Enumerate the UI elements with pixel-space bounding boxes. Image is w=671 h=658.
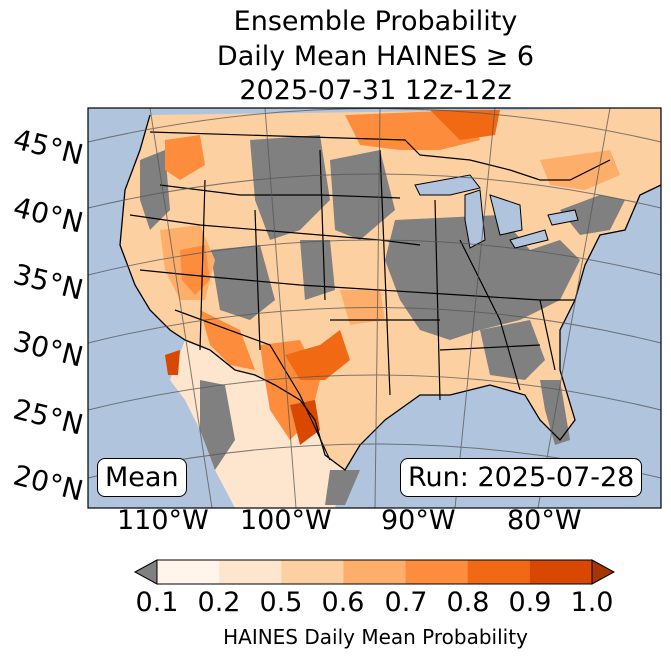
lon-label-100w: 100°W <box>240 505 332 536</box>
great-lakes <box>414 174 579 249</box>
colorbar-bin <box>405 560 469 584</box>
colorbar-bin <box>529 560 593 584</box>
stat-label-box: Mean <box>97 458 187 497</box>
title-line-3: 2025-07-31 12z-12z <box>239 75 512 106</box>
colorbar-tick: 0.1 <box>135 587 179 618</box>
coastline <box>119 114 661 471</box>
lon-label-110w: 110°W <box>117 505 209 536</box>
colorbar-bin <box>157 560 220 584</box>
map-frame <box>87 107 662 509</box>
below-threshold-areas <box>140 135 625 505</box>
colorbar-over-triangle <box>591 559 616 585</box>
colorbar-frame <box>156 559 593 585</box>
title-line-1: Ensemble Probability <box>233 6 518 37</box>
colorbar-tick: 0.8 <box>446 587 490 618</box>
lon-label-80w: 80°W <box>507 505 582 536</box>
colorbar-tick: 0.2 <box>197 587 241 618</box>
lon-label-90w: 90°W <box>381 505 456 536</box>
title-line-2: Daily Mean HAINES ≥ 6 <box>216 41 535 72</box>
colorbar <box>133 559 616 585</box>
colorbar-bin <box>467 560 531 584</box>
colorbar-tick: 0.7 <box>384 587 428 618</box>
colorbar-under-triangle <box>133 559 158 585</box>
colorbar-tick: 0.5 <box>259 587 303 618</box>
colorbar-tick: 0.6 <box>321 587 365 618</box>
colorbar-bin <box>219 560 282 584</box>
colorbar-label: HAINES Daily Mean Probability <box>223 625 528 649</box>
colorbar-tick: 0.9 <box>508 587 552 618</box>
colorbar-bin <box>343 560 407 584</box>
colorbar-tick: 1.0 <box>570 587 614 618</box>
run-date-box: Run: 2025-07-28 <box>400 458 643 497</box>
colorbar-bin <box>281 560 344 584</box>
